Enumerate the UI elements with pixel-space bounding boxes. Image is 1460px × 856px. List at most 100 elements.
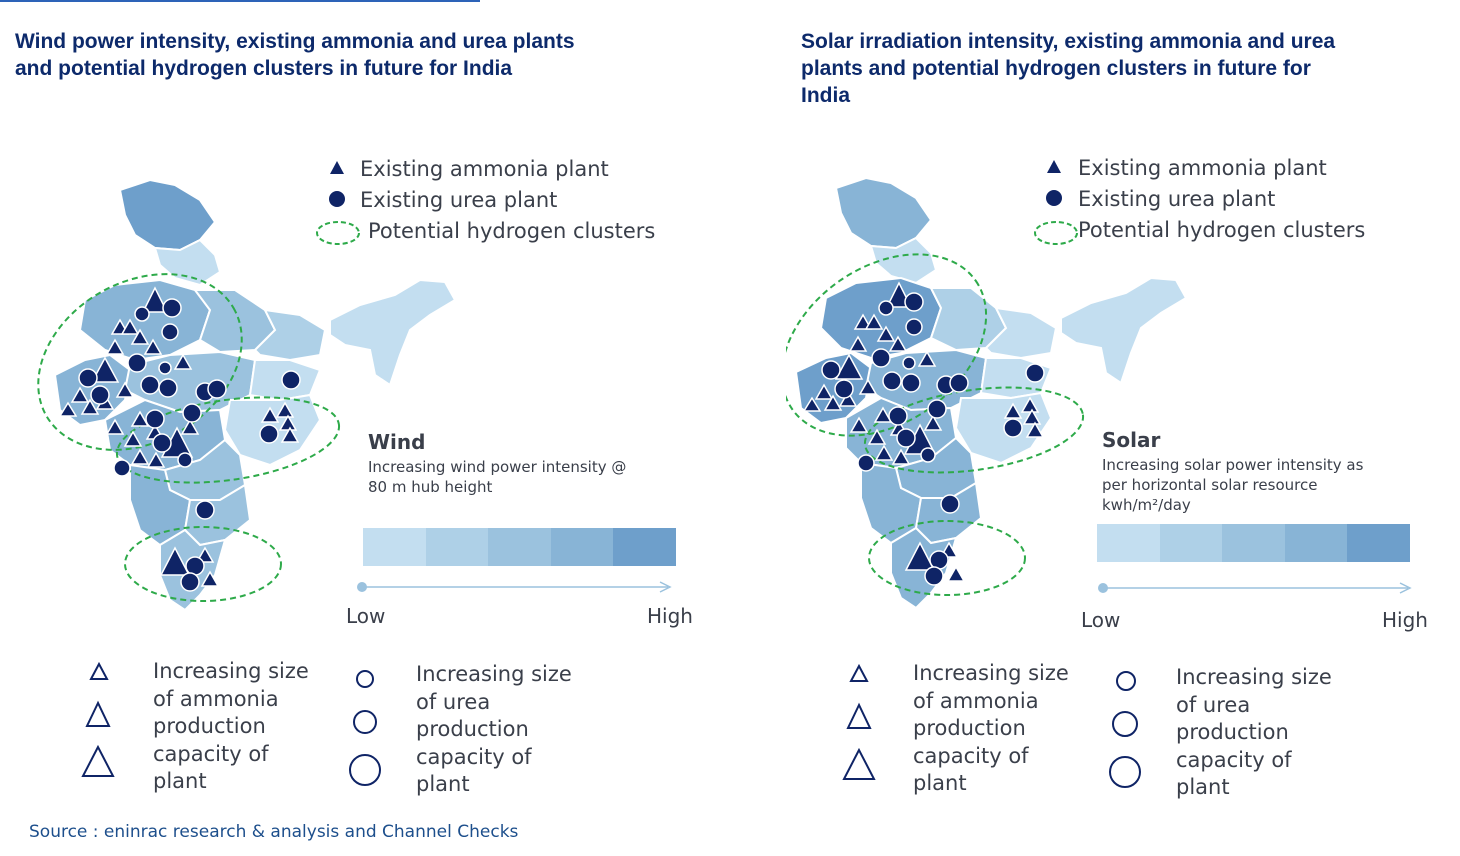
urea-plant <box>207 379 227 399</box>
urea-plant <box>162 298 182 318</box>
ammonia-plant <box>80 398 100 415</box>
medium-circle-icon <box>1112 711 1138 737</box>
urea-plant <box>177 452 193 468</box>
circle-icon <box>1046 190 1062 206</box>
ammonia-plant <box>814 383 834 400</box>
ammonia-size-legend-text: Increasing size of ammonia production ca… <box>153 659 309 793</box>
wind-legend: Existing ammonia plant Existing urea pla… <box>360 154 655 247</box>
ammonia-plant <box>946 565 966 582</box>
urea-plant <box>857 454 875 472</box>
wind-scale-low: Low <box>346 604 386 628</box>
large-circle-icon <box>1109 756 1141 788</box>
wind-panel: Wind power intensity, existing ammonia a… <box>15 30 693 796</box>
ammonia-plant <box>904 541 936 571</box>
solar-legend: Existing ammonia plant Existing urea pla… <box>1078 153 1365 246</box>
ammonia-plant <box>891 448 911 465</box>
urea-plant <box>924 566 944 586</box>
ammonia-plant <box>200 570 220 587</box>
urea-plant <box>940 494 960 514</box>
region-himalaya <box>153 238 222 287</box>
urea-plant <box>878 300 894 316</box>
ammonia-plant <box>849 416 869 433</box>
ammonia-plant <box>864 313 884 330</box>
ammonia-plant <box>105 418 125 435</box>
triangle-icon <box>1047 160 1061 173</box>
urea-plant <box>882 371 902 391</box>
urea-plant <box>161 323 179 341</box>
urea-plant <box>904 292 924 312</box>
wind-map-title: Wind power intensity, existing ammonia a… <box>15 30 575 80</box>
ammonia-plant <box>1025 421 1045 438</box>
solar-plant-markers <box>802 281 1045 586</box>
large-triangle-icon <box>842 747 876 780</box>
urea-plant <box>821 360 841 380</box>
ammonia-plant <box>173 353 193 370</box>
urea-plant <box>259 424 279 444</box>
urea-plant <box>920 447 936 463</box>
urea-plant <box>134 306 150 322</box>
urea-plant <box>1003 418 1023 438</box>
urea-plant <box>901 373 921 393</box>
ammonia-plant <box>130 448 150 465</box>
ammonia-plant <box>141 286 169 313</box>
ammonia-plant <box>802 396 822 412</box>
urea-plant <box>127 353 147 373</box>
region-rajasthan <box>819 276 943 360</box>
ammonia-plant <box>1022 408 1042 425</box>
urea-plant <box>871 348 891 368</box>
cluster-central <box>115 396 341 484</box>
circle-icon <box>329 191 345 207</box>
urea-plant <box>905 318 923 336</box>
ammonia-plant <box>280 426 300 443</box>
solar-color-scale <box>1097 524 1410 562</box>
urea-plant <box>180 572 200 592</box>
wind-size-symbols <box>81 661 381 786</box>
dashed-ellipse-icon <box>1034 221 1078 245</box>
ammonia-plant <box>923 414 943 431</box>
ammonia-plant <box>120 318 140 335</box>
cluster-northwest <box>37 273 243 451</box>
ammonia-plant <box>853 313 873 330</box>
ammonia-plant <box>874 444 894 461</box>
urea-plant <box>158 361 172 375</box>
legend-urea-label: Existing urea plant <box>360 188 558 212</box>
ammonia-size-legend-text: Increasing size of ammonia production ca… <box>913 661 1069 795</box>
urea-plant <box>281 370 301 390</box>
ammonia-plant <box>848 335 868 352</box>
ammonia-plant <box>143 338 163 355</box>
urea-plant <box>902 356 916 370</box>
urea-plant <box>929 550 949 570</box>
solar-map <box>786 160 1412 788</box>
small-circle-icon <box>1116 671 1136 691</box>
urea-size-legend-text: Increasing size of urea production capac… <box>1176 665 1332 799</box>
wind-symbol-legend <box>316 161 360 245</box>
ammonia-plant <box>58 401 78 417</box>
region-northeast <box>329 278 457 387</box>
dashed-ellipse-icon <box>316 221 360 245</box>
urea-plant <box>182 403 202 423</box>
urea-plant <box>949 373 969 393</box>
legend-clusters-label: Potential hydrogen clusters <box>368 219 656 243</box>
ammonia-plant <box>90 356 120 383</box>
wind-plant-markers <box>58 286 301 592</box>
ammonia-plant <box>70 386 90 403</box>
urea-plant <box>195 500 215 520</box>
ammonia-plant <box>105 338 125 355</box>
ammonia-plant <box>858 378 878 395</box>
solar-scale-low: Low <box>1081 608 1121 632</box>
urea-plant <box>78 368 98 388</box>
small-circle-icon <box>356 670 374 688</box>
legend-clusters-label: Potential hydrogen clusters <box>1078 218 1366 242</box>
urea-plant <box>158 378 178 398</box>
medium-circle-icon <box>353 710 377 734</box>
solar-scale-high: High <box>1382 608 1428 632</box>
ammonia-plant <box>1003 402 1023 419</box>
urea-plant <box>834 379 854 399</box>
ammonia-plant <box>873 406 893 423</box>
solar-scale-arrow <box>1098 582 1412 594</box>
ammonia-plant <box>123 430 143 447</box>
region-northeast <box>1060 276 1188 385</box>
ammonia-plant <box>275 401 295 418</box>
large-circle-icon <box>349 754 381 786</box>
ammonia-plant <box>823 394 843 411</box>
